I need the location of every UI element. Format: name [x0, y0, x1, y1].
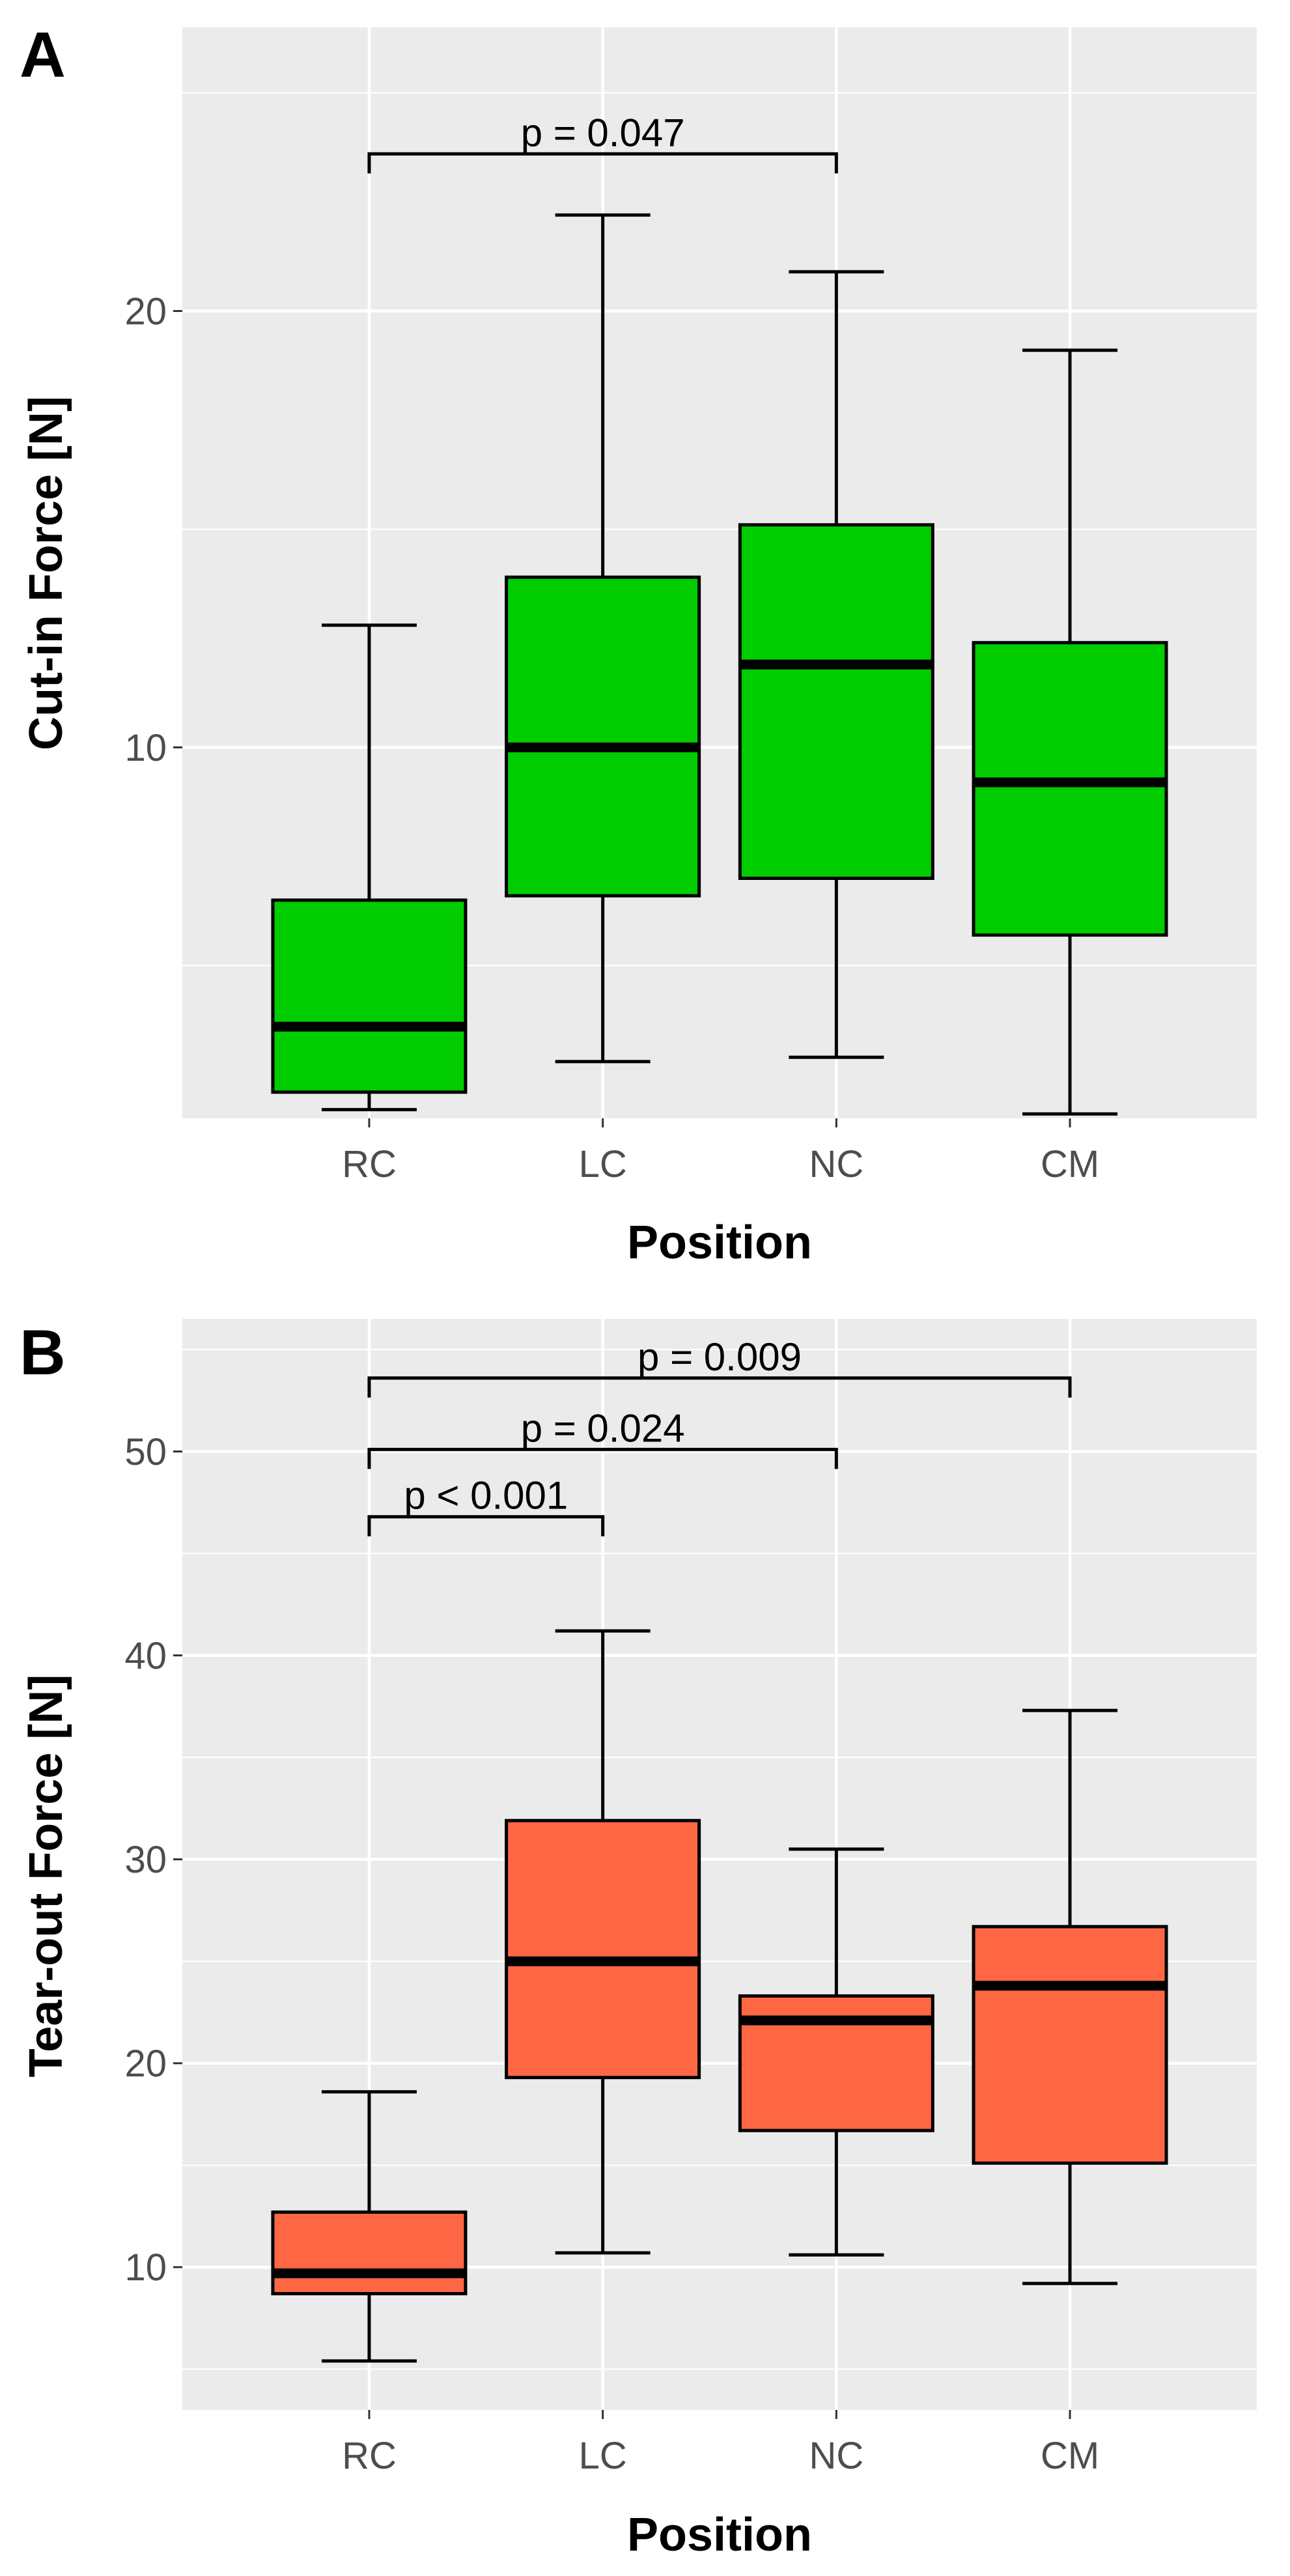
- boxplot-lc: [505, 1629, 701, 2255]
- iqr-box: [505, 575, 701, 898]
- boxplot-cm: [972, 1708, 1168, 2286]
- panel-label: A: [20, 19, 66, 91]
- boxplot-rc: [271, 2090, 468, 2363]
- x-tick-label: CM: [1041, 2435, 1099, 2477]
- significance-brackets: p = 0.047: [367, 111, 838, 174]
- boxplot-rc: [271, 623, 468, 1112]
- iqr-box: [271, 2210, 468, 2296]
- y-axis-title: Cut-in Force [N]: [20, 396, 72, 750]
- y-tick-label: 20: [124, 2043, 167, 2085]
- x-tick-label: LC: [579, 2435, 627, 2477]
- x-tick-label: NC: [809, 2435, 863, 2477]
- x-axis-title: Position: [627, 1217, 812, 1269]
- y-tick-label: 30: [124, 1839, 167, 1881]
- y-tick-label: 40: [124, 1635, 167, 1677]
- boxplot-cm: [972, 348, 1168, 1116]
- x-axis-title: Position: [627, 2509, 812, 2561]
- y-axis-title: Tear-out Force [N]: [20, 1675, 72, 2078]
- y-tick-label: 50: [124, 1431, 167, 1473]
- y-axis-ticks: 10 20: [124, 290, 182, 769]
- significance-bracket: p = 0.047: [367, 111, 838, 174]
- x-tick-label: LC: [579, 1143, 627, 1185]
- boxplots: [271, 1629, 1168, 2363]
- y-tick-label: 10: [124, 727, 167, 769]
- x-axis-ticks: RC LC NC CM: [342, 2410, 1099, 2477]
- y-tick-label: 10: [124, 2246, 167, 2289]
- iqr-box: [505, 1819, 701, 2080]
- iqr-box: [271, 898, 468, 1094]
- significance-bracket: p = 0.009: [367, 1335, 1072, 1398]
- bracket-line: [367, 152, 838, 174]
- p-value-label: p < 0.001: [404, 1474, 568, 1518]
- bracket-line: [367, 1515, 605, 1536]
- x-tick-label: RC: [342, 1143, 397, 1185]
- x-axis-ticks: RC LC NC CM: [342, 1118, 1099, 1185]
- boxplots: [271, 213, 1168, 1116]
- significance-bracket: p < 0.001: [367, 1474, 605, 1536]
- x-tick-label: NC: [809, 1143, 863, 1185]
- significance-brackets: p < 0.001 p = 0.024 p = 0.009: [367, 1335, 1072, 1536]
- iqr-box: [738, 523, 934, 880]
- p-value-label: p = 0.024: [521, 1406, 685, 1450]
- p-value-label: p = 0.009: [638, 1335, 802, 1379]
- panel-b: B p < 0.001 p = 0.024 p = 0.009 10 20 30 40 50…: [20, 1316, 1257, 2561]
- panel-a: A p = 0.047 10 20 RC LC NC CM Position Cut-i…: [20, 19, 1257, 1269]
- y-axis-ticks: 10 20 30 40 50: [124, 1431, 182, 2289]
- bracket-line: [367, 1447, 838, 1469]
- x-tick-label: RC: [342, 2435, 397, 2477]
- boxplot-nc: [738, 270, 934, 1059]
- iqr-box: [972, 1925, 1168, 2165]
- iqr-box: [972, 641, 1168, 937]
- boxplot-nc: [738, 1847, 934, 2257]
- significance-bracket: p = 0.024: [367, 1406, 838, 1469]
- boxplot-lc: [505, 213, 701, 1064]
- p-value-label: p = 0.047: [521, 111, 685, 154]
- y-tick-label: 20: [124, 290, 167, 333]
- bracket-line: [367, 1376, 1072, 1398]
- x-tick-label: CM: [1041, 1143, 1099, 1185]
- panel-label: B: [20, 1316, 66, 1388]
